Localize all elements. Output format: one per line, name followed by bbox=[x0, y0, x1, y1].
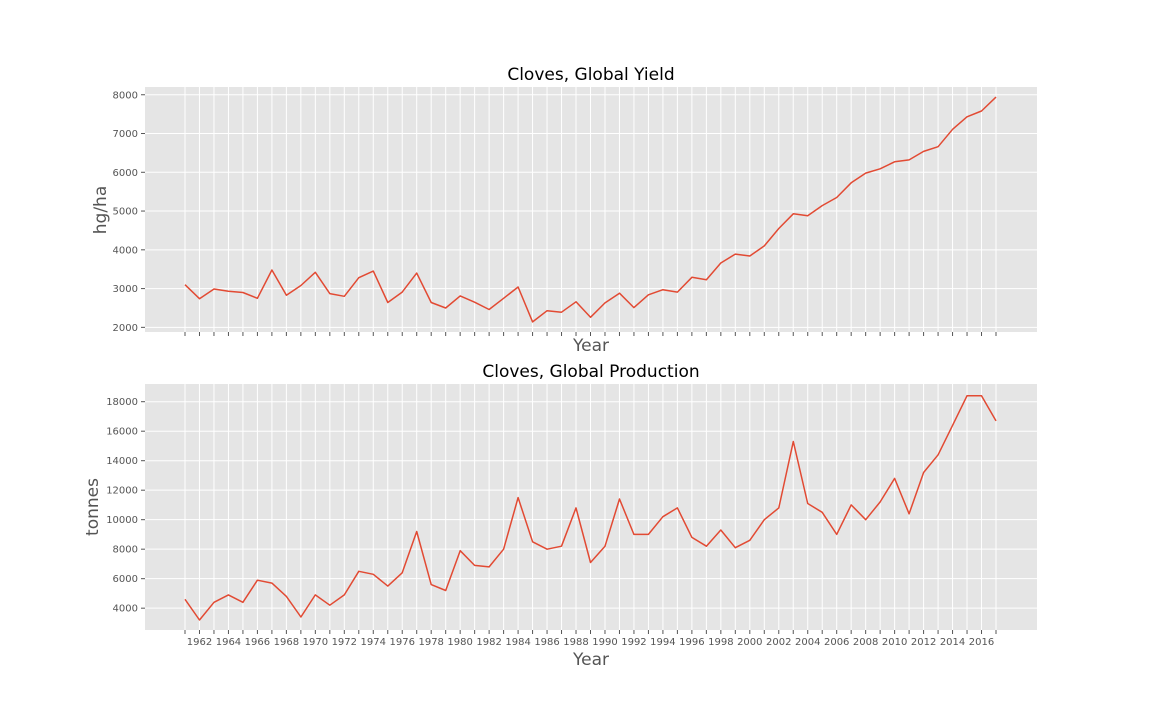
yield-y-tick-label: 6000 bbox=[113, 168, 138, 179]
yield-y-tick-label: 7000 bbox=[113, 129, 138, 140]
production-x-tick-label: 1962 bbox=[187, 637, 212, 648]
production-y-tick-label: 8000 bbox=[113, 545, 138, 556]
production-x-tick-label: 1986 bbox=[534, 637, 559, 648]
production-x-tick-label: 2000 bbox=[737, 637, 762, 648]
production-x-tick-label: 1982 bbox=[476, 637, 501, 648]
production-chart-title: Cloves, Global Production bbox=[482, 362, 699, 382]
yield-x-axis-label: Year bbox=[572, 336, 609, 356]
production-x-tick-label: 2006 bbox=[824, 637, 849, 648]
production-x-tick-label: 1990 bbox=[592, 637, 617, 648]
production-x-tick-label: 1984 bbox=[505, 637, 530, 648]
production-x-tick-label: 2004 bbox=[795, 637, 820, 648]
production-x-tick-label: 2002 bbox=[766, 637, 791, 648]
production-x-tick-label: 1964 bbox=[216, 637, 241, 648]
production-x-tick-label: 1994 bbox=[650, 637, 675, 648]
yield-y-tick-label: 5000 bbox=[113, 207, 138, 218]
production-x-tick-label: 1972 bbox=[332, 637, 357, 648]
production-y-tick-label: 4000 bbox=[113, 604, 138, 615]
production-gridlines bbox=[145, 384, 1037, 630]
production-y-tick-label: 12000 bbox=[106, 486, 138, 497]
production-x-tick-label: 1996 bbox=[679, 637, 704, 648]
production-y-tick-label: 6000 bbox=[113, 574, 138, 585]
production-ticks: 4000 6000 8000 10000 12000 14000 16000 18000 196… bbox=[106, 397, 997, 648]
production-x-tick-label: 1988 bbox=[563, 637, 588, 648]
production-x-tick-label: 2016 bbox=[969, 637, 994, 648]
production-x-tick-label: 1978 bbox=[418, 637, 443, 648]
production-x-tick-label: 2008 bbox=[853, 637, 878, 648]
production-series-line bbox=[184, 395, 997, 621]
production-x-tick-label: 1974 bbox=[361, 637, 386, 648]
production-x-tick-label: 2010 bbox=[882, 637, 907, 648]
production-y-tick-label: 14000 bbox=[106, 456, 138, 467]
yield-y-axis-label: hg/ha bbox=[91, 186, 111, 235]
production-x-tick-label: 1980 bbox=[447, 637, 472, 648]
production-x-tick-label: 2012 bbox=[911, 637, 936, 648]
production-y-tick-label: 18000 bbox=[106, 397, 138, 408]
production-x-tick-label: 1970 bbox=[303, 637, 328, 648]
production-x-tick-label: 1966 bbox=[245, 637, 270, 648]
production-x-tick-label: 1992 bbox=[621, 637, 646, 648]
production-chart: 4000 6000 8000 10000 12000 14000 16000 18000 196… bbox=[83, 362, 1037, 670]
production-x-tick-label: 1968 bbox=[274, 637, 299, 648]
production-x-tick-label: 1998 bbox=[708, 637, 733, 648]
production-y-tick-label: 16000 bbox=[106, 427, 138, 438]
yield-y-tick-label: 8000 bbox=[113, 90, 138, 101]
production-y-axis-label: tonnes bbox=[83, 478, 103, 536]
yield-series-line bbox=[184, 96, 997, 323]
production-y-tick-label: 10000 bbox=[106, 515, 138, 526]
yield-chart: 2000 3000 4000 5000 6000 7000 8000 Cloves, Glo… bbox=[91, 65, 1037, 356]
yield-ticks: 2000 3000 4000 5000 6000 7000 8000 bbox=[113, 90, 997, 336]
production-x-axis-label: Year bbox=[572, 650, 609, 670]
yield-chart-title: Cloves, Global Yield bbox=[507, 65, 674, 85]
yield-y-tick-label: 2000 bbox=[113, 323, 138, 334]
yield-y-tick-label: 4000 bbox=[113, 245, 138, 256]
yield-y-tick-label: 3000 bbox=[113, 284, 138, 295]
production-x-tick-label: 2014 bbox=[940, 637, 965, 648]
production-x-tick-label: 1976 bbox=[390, 637, 415, 648]
